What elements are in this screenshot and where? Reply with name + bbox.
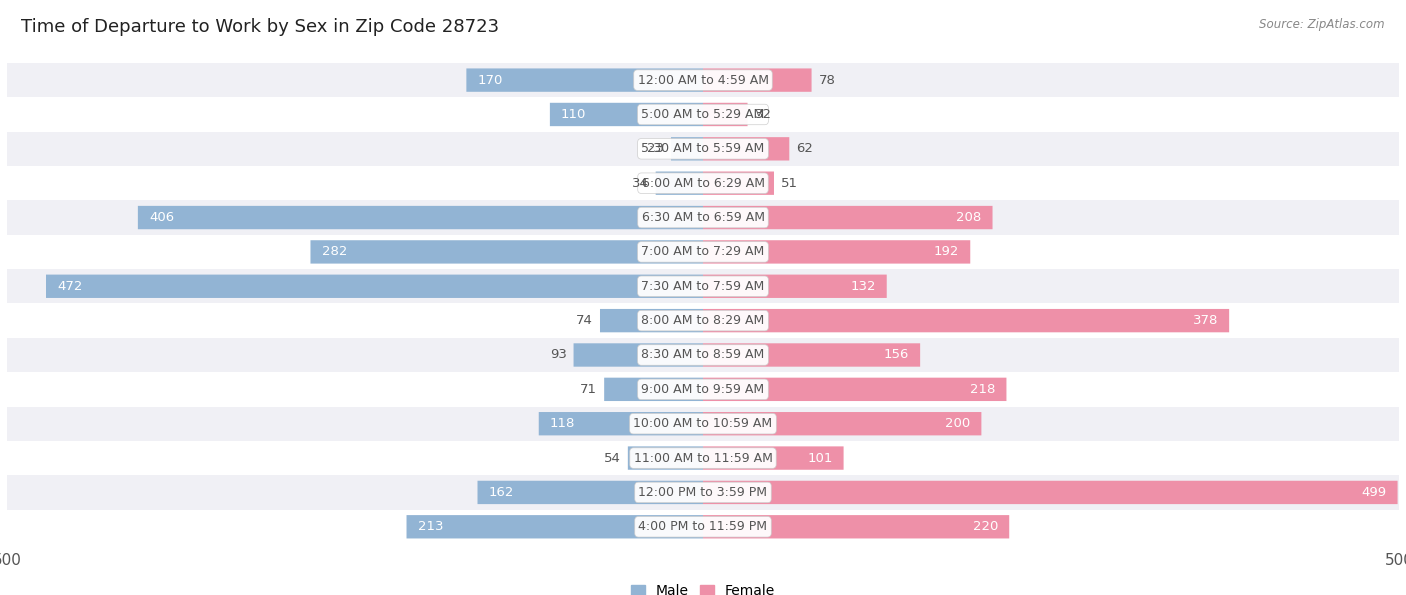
Text: 170: 170 (478, 74, 503, 87)
FancyBboxPatch shape (703, 343, 920, 367)
Text: 6:00 AM to 6:29 AM: 6:00 AM to 6:29 AM (641, 177, 765, 190)
Text: 472: 472 (58, 280, 83, 293)
Text: 7:00 AM to 7:29 AM: 7:00 AM to 7:29 AM (641, 245, 765, 258)
Text: 156: 156 (883, 349, 910, 362)
Bar (7, 131, 1399, 166)
Text: 192: 192 (934, 245, 959, 258)
FancyBboxPatch shape (538, 412, 703, 436)
FancyBboxPatch shape (46, 274, 703, 298)
Text: 101: 101 (807, 452, 832, 465)
FancyBboxPatch shape (655, 171, 703, 195)
Bar (7, 509, 1399, 544)
Text: 34: 34 (631, 177, 648, 190)
FancyBboxPatch shape (703, 68, 811, 92)
Bar (7, 63, 1399, 98)
FancyBboxPatch shape (574, 343, 703, 367)
Text: 5:00 AM to 5:29 AM: 5:00 AM to 5:29 AM (641, 108, 765, 121)
FancyBboxPatch shape (703, 481, 1398, 504)
Text: 4:00 PM to 11:59 PM: 4:00 PM to 11:59 PM (638, 520, 768, 533)
Bar (7, 303, 1399, 338)
Text: 10:00 AM to 10:59 AM: 10:00 AM to 10:59 AM (634, 417, 772, 430)
FancyBboxPatch shape (703, 309, 1229, 333)
Text: 32: 32 (755, 108, 772, 121)
Text: 11:00 AM to 11:59 AM: 11:00 AM to 11:59 AM (634, 452, 772, 465)
Text: 213: 213 (418, 520, 443, 533)
Text: 74: 74 (576, 314, 593, 327)
Text: 8:30 AM to 8:59 AM: 8:30 AM to 8:59 AM (641, 349, 765, 362)
FancyBboxPatch shape (600, 309, 703, 333)
Text: 118: 118 (550, 417, 575, 430)
Text: 12:00 PM to 3:59 PM: 12:00 PM to 3:59 PM (638, 486, 768, 499)
Text: 9:00 AM to 9:59 AM: 9:00 AM to 9:59 AM (641, 383, 765, 396)
FancyBboxPatch shape (311, 240, 703, 264)
Text: 110: 110 (561, 108, 586, 121)
FancyBboxPatch shape (703, 103, 748, 126)
Text: 132: 132 (851, 280, 876, 293)
Text: 5:30 AM to 5:59 AM: 5:30 AM to 5:59 AM (641, 142, 765, 155)
FancyBboxPatch shape (406, 515, 703, 538)
FancyBboxPatch shape (478, 481, 703, 504)
Text: 8:00 AM to 8:29 AM: 8:00 AM to 8:29 AM (641, 314, 765, 327)
Text: 71: 71 (581, 383, 598, 396)
Bar (7, 98, 1399, 131)
FancyBboxPatch shape (550, 103, 703, 126)
Text: 378: 378 (1192, 314, 1218, 327)
Text: 62: 62 (796, 142, 813, 155)
Text: 23: 23 (647, 142, 664, 155)
FancyBboxPatch shape (703, 206, 993, 229)
Bar (7, 372, 1399, 406)
Text: Time of Departure to Work by Sex in Zip Code 28723: Time of Departure to Work by Sex in Zip … (21, 18, 499, 36)
Bar (7, 441, 1399, 475)
Text: 499: 499 (1361, 486, 1386, 499)
FancyBboxPatch shape (703, 515, 1010, 538)
FancyBboxPatch shape (138, 206, 703, 229)
FancyBboxPatch shape (605, 378, 703, 401)
Bar (7, 201, 1399, 235)
Text: 282: 282 (322, 245, 347, 258)
Text: 12:00 AM to 4:59 AM: 12:00 AM to 4:59 AM (637, 74, 769, 87)
Bar (7, 338, 1399, 372)
FancyBboxPatch shape (467, 68, 703, 92)
Text: 7:30 AM to 7:59 AM: 7:30 AM to 7:59 AM (641, 280, 765, 293)
Bar (7, 166, 1399, 201)
Bar (7, 475, 1399, 509)
Text: 200: 200 (945, 417, 970, 430)
FancyBboxPatch shape (703, 378, 1007, 401)
Text: 93: 93 (550, 349, 567, 362)
FancyBboxPatch shape (703, 137, 789, 161)
FancyBboxPatch shape (703, 446, 844, 469)
Bar (7, 235, 1399, 269)
Bar (7, 269, 1399, 303)
FancyBboxPatch shape (703, 240, 970, 264)
FancyBboxPatch shape (703, 171, 773, 195)
FancyBboxPatch shape (703, 274, 887, 298)
Text: 208: 208 (956, 211, 981, 224)
FancyBboxPatch shape (628, 446, 703, 469)
FancyBboxPatch shape (671, 137, 703, 161)
Text: 6:30 AM to 6:59 AM: 6:30 AM to 6:59 AM (641, 211, 765, 224)
Bar (7, 406, 1399, 441)
Text: 78: 78 (818, 74, 835, 87)
Text: 51: 51 (780, 177, 799, 190)
Text: 162: 162 (489, 486, 515, 499)
Text: Source: ZipAtlas.com: Source: ZipAtlas.com (1260, 18, 1385, 31)
Legend: Male, Female: Male, Female (626, 579, 780, 595)
FancyBboxPatch shape (703, 412, 981, 436)
Text: 54: 54 (605, 452, 621, 465)
Text: 218: 218 (970, 383, 995, 396)
Text: 220: 220 (973, 520, 998, 533)
Text: 406: 406 (149, 211, 174, 224)
